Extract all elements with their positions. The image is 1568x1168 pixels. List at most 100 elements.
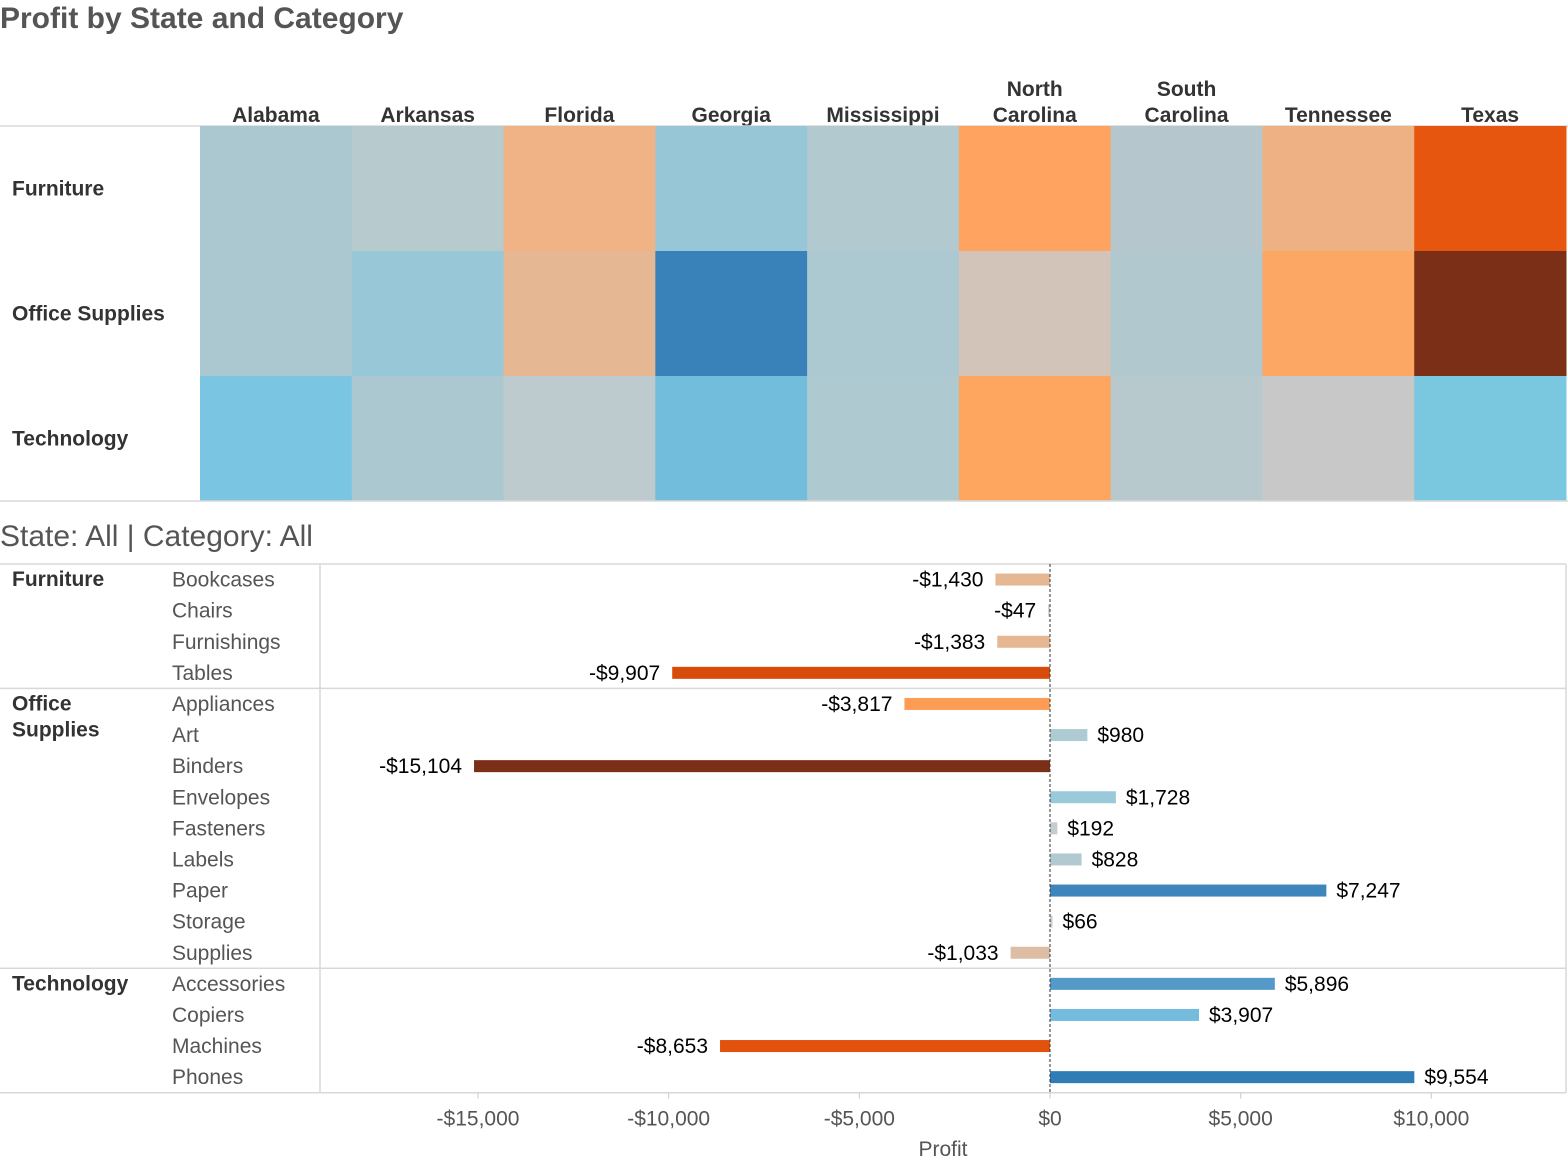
bar-value-label: $66 bbox=[1063, 911, 1098, 934]
bar[interactable] bbox=[720, 1040, 1050, 1053]
x-tick-label: $0 bbox=[1038, 1108, 1061, 1131]
filter-label: State: All | Category: All bbox=[0, 520, 313, 553]
bar-value-label: -$9,907 bbox=[589, 662, 660, 685]
heatmap-cell[interactable] bbox=[200, 126, 353, 251]
heatmap-cell[interactable] bbox=[200, 376, 353, 501]
category-label: Technology bbox=[12, 972, 129, 995]
bar-value-label: -$1,033 bbox=[927, 942, 998, 965]
heatmap-cell[interactable] bbox=[807, 126, 960, 251]
heatmap-cell[interactable] bbox=[1414, 376, 1567, 501]
x-tick-label: -$10,000 bbox=[627, 1108, 710, 1131]
heatmap-cell[interactable] bbox=[351, 126, 505, 251]
bar-value-label: -$47 bbox=[994, 600, 1036, 623]
heatmap-cell[interactable] bbox=[351, 251, 505, 376]
subcategory-label: Furnishings bbox=[172, 631, 281, 654]
bar[interactable] bbox=[997, 635, 1050, 648]
row-header: Technology bbox=[12, 428, 129, 451]
subcategory-label: Machines bbox=[172, 1035, 262, 1058]
bar-value-label: -$15,104 bbox=[379, 755, 462, 778]
bar[interactable] bbox=[1010, 946, 1050, 959]
heatmap-cell[interactable] bbox=[1110, 126, 1263, 251]
category-label: Furniture bbox=[12, 568, 104, 591]
x-tick-label: $10,000 bbox=[1393, 1108, 1469, 1131]
bar[interactable] bbox=[1050, 1008, 1199, 1021]
x-tick-label: -$15,000 bbox=[437, 1108, 520, 1131]
bar[interactable] bbox=[1050, 729, 1088, 742]
column-header: Mississippi bbox=[826, 104, 939, 127]
subcategory-label: Bookcases bbox=[172, 569, 275, 592]
column-header: South Carolina bbox=[1145, 78, 1229, 127]
bar-value-label: $192 bbox=[1067, 817, 1114, 840]
bar-value-label: $980 bbox=[1097, 724, 1144, 747]
heatmap-cell[interactable] bbox=[1262, 251, 1415, 376]
heatmap-cell[interactable] bbox=[655, 251, 808, 376]
bar[interactable] bbox=[1050, 884, 1327, 897]
heatmap-cell[interactable] bbox=[200, 251, 353, 376]
heatmap-cell[interactable] bbox=[958, 376, 1112, 501]
subcategory-label: Phones bbox=[172, 1066, 243, 1089]
heatmap-cell[interactable] bbox=[1414, 126, 1567, 251]
heatmap-cell[interactable] bbox=[503, 126, 656, 251]
subcategory-label: Storage bbox=[172, 911, 246, 934]
bar-value-label: $828 bbox=[1092, 848, 1139, 871]
column-header: North Carolina bbox=[993, 78, 1077, 127]
subcategory-label: Fasteners bbox=[172, 817, 265, 840]
bar-value-label: -$3,817 bbox=[821, 693, 892, 716]
subcategory-label: Tables bbox=[172, 662, 233, 685]
column-header: Florida bbox=[544, 104, 614, 127]
bar[interactable] bbox=[1050, 853, 1082, 866]
heatmap-cell[interactable] bbox=[807, 251, 960, 376]
heatmap-cell[interactable] bbox=[1262, 126, 1415, 251]
heatmap-cell[interactable] bbox=[1110, 376, 1263, 501]
subcategory-label: Copiers bbox=[172, 1004, 244, 1027]
bar[interactable] bbox=[1050, 915, 1053, 928]
bar-value-label: -$1,430 bbox=[912, 569, 983, 592]
bar-value-label: $3,907 bbox=[1209, 1004, 1273, 1027]
bar-value-label: $9,554 bbox=[1424, 1066, 1489, 1089]
heatmap-cell[interactable] bbox=[807, 376, 960, 501]
x-axis-title: Profit bbox=[918, 1138, 967, 1161]
subcategory-label: Binders bbox=[172, 755, 243, 778]
bar[interactable] bbox=[1050, 977, 1275, 990]
heatmap-cell[interactable] bbox=[503, 376, 656, 501]
subcategory-label: Labels bbox=[172, 848, 234, 871]
bar[interactable] bbox=[1048, 604, 1050, 617]
bar[interactable] bbox=[904, 697, 1050, 710]
row-header: Furniture bbox=[12, 178, 104, 201]
heatmap-title: Profit by State and Category bbox=[0, 2, 404, 35]
heatmap: Alabama Arkansas Florida Georgia Mississippi… bbox=[0, 78, 1568, 502]
row-header: Office Supplies bbox=[12, 303, 165, 326]
column-header: Tennessee bbox=[1285, 104, 1392, 127]
bar-value-label: -$1,383 bbox=[914, 631, 985, 654]
subcategory-label: Accessories bbox=[172, 973, 285, 996]
heatmap-cell[interactable] bbox=[1414, 251, 1567, 376]
subcategory-label: Supplies bbox=[172, 942, 253, 965]
x-tick-label: -$5,000 bbox=[824, 1108, 895, 1131]
bar[interactable] bbox=[474, 760, 1050, 773]
heatmap-cell[interactable] bbox=[1110, 251, 1263, 376]
heatmap-cell[interactable] bbox=[1262, 376, 1415, 501]
bar[interactable] bbox=[995, 573, 1050, 586]
x-tick-label: $5,000 bbox=[1209, 1108, 1273, 1131]
heatmap-cell[interactable] bbox=[351, 376, 505, 501]
bar[interactable] bbox=[1050, 822, 1058, 835]
column-header: Arkansas bbox=[380, 104, 475, 127]
column-header: Georgia bbox=[692, 104, 772, 127]
column-header: Alabama bbox=[232, 104, 320, 127]
bar-value-label: -$8,653 bbox=[637, 1035, 708, 1058]
heatmap-cell[interactable] bbox=[655, 126, 808, 251]
subcategory-label: Appliances bbox=[172, 693, 275, 716]
heatmap-cell[interactable] bbox=[958, 126, 1112, 251]
subcategory-label: Envelopes bbox=[172, 786, 270, 809]
column-header: Texas bbox=[1461, 104, 1519, 127]
heatmap-cell[interactable] bbox=[655, 376, 808, 501]
category-label: Office Supplies bbox=[12, 692, 100, 741]
bar-value-label: $1,728 bbox=[1126, 786, 1190, 809]
bar[interactable] bbox=[1050, 791, 1116, 804]
bar[interactable] bbox=[1050, 1071, 1415, 1084]
bar[interactable] bbox=[672, 666, 1050, 679]
heatmap-cell[interactable] bbox=[958, 251, 1112, 376]
heatmap-cell[interactable] bbox=[503, 251, 656, 376]
